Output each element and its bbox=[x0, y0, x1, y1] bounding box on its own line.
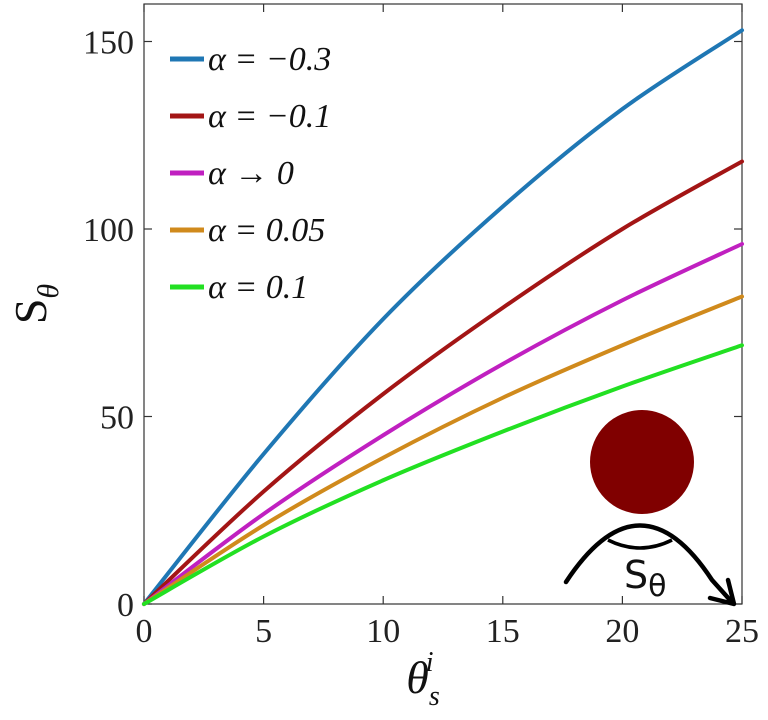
y-axis-label-sub: θ bbox=[32, 284, 65, 299]
x-tick-label: 25 bbox=[725, 613, 759, 650]
legend-label-3: α = 0.05 bbox=[208, 212, 325, 249]
y-axis-label-main: S bbox=[5, 299, 56, 325]
series-line-3 bbox=[142, 294, 744, 606]
y-tick-label: 0 bbox=[117, 587, 134, 624]
x-tick-label: 0 bbox=[136, 613, 153, 650]
series-line-4 bbox=[142, 343, 744, 606]
legend-label-0: α = −0.3 bbox=[208, 41, 331, 78]
y-tick-label: 150 bbox=[83, 25, 134, 62]
axis-ticks: 0 5 10 15 20 25 0 50 100 150 bbox=[83, 4, 759, 650]
inset-label: Sθ bbox=[624, 553, 666, 604]
x-axis-label-sup: i bbox=[426, 647, 434, 678]
legend-label-4: α = 0.1 bbox=[208, 269, 308, 306]
x-axis-label-main: θ bbox=[406, 652, 429, 703]
series-line-2 bbox=[142, 242, 744, 606]
series-line-0 bbox=[142, 28, 744, 606]
inset-illustration: Sθ bbox=[563, 410, 737, 607]
series-line-1 bbox=[142, 159, 744, 606]
x-tick-label: 20 bbox=[605, 613, 639, 650]
inset-angle-arc bbox=[607, 538, 673, 550]
inset-label-sub: θ bbox=[648, 569, 666, 604]
legend-label-1: α = −0.1 bbox=[208, 98, 331, 135]
y-tick-label: 100 bbox=[83, 212, 134, 249]
plot-frame bbox=[143, 3, 743, 605]
x-axis-label-sub: s bbox=[429, 681, 440, 712]
inset-trajectory-arrow bbox=[563, 523, 733, 603]
y-axis-label: Sθ bbox=[5, 284, 65, 325]
inset-label-main: S bbox=[624, 553, 648, 597]
x-tick-label: 5 bbox=[255, 613, 272, 650]
inset-arrowhead bbox=[707, 577, 737, 607]
x-axis-label: θsi bbox=[406, 647, 440, 712]
x-tick-label: 15 bbox=[486, 613, 520, 650]
legend: α = −0.3 α = −0.1 α → 0 α = 0.05 α = 0.1 bbox=[170, 41, 331, 306]
legend-label-2: α → 0 bbox=[208, 155, 294, 192]
series-group bbox=[142, 28, 744, 606]
y-tick-label: 50 bbox=[100, 400, 134, 437]
inset-ball bbox=[590, 410, 694, 514]
x-tick-label: 10 bbox=[366, 613, 400, 650]
